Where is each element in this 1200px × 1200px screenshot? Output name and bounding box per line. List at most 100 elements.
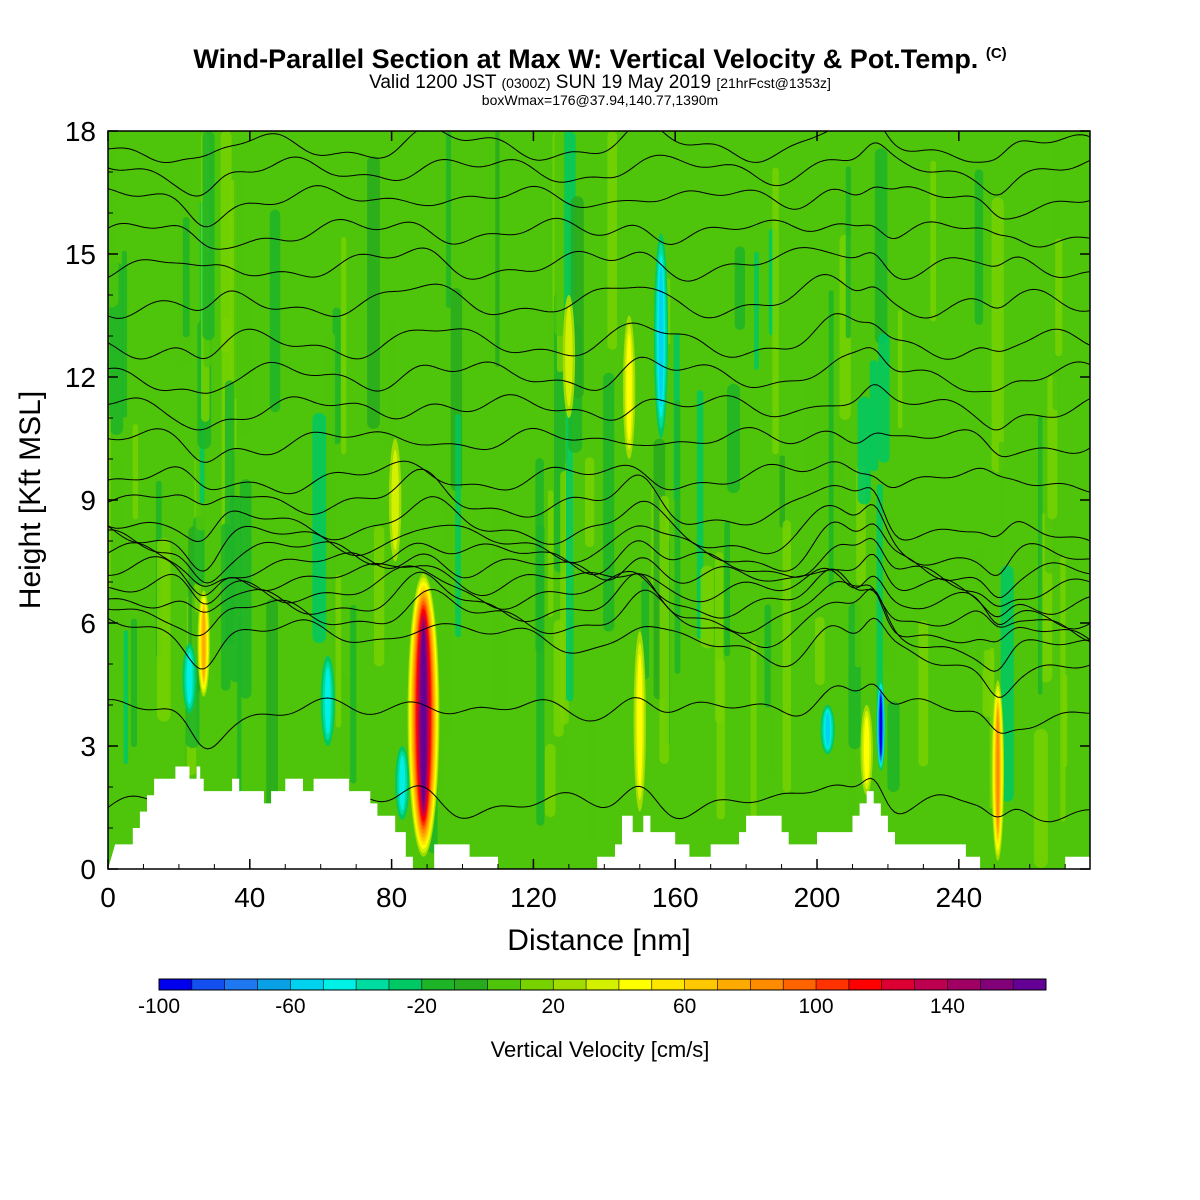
theta-contour xyxy=(108,426,1090,463)
velocity-streak xyxy=(991,197,1004,473)
velocity-streak xyxy=(239,479,252,699)
downdraft-core-ring xyxy=(879,697,883,754)
velocity-streak xyxy=(930,160,937,322)
velocity-streak xyxy=(341,236,347,455)
colorbar-swatch xyxy=(618,979,653,990)
velocity-streak xyxy=(782,520,792,793)
velocity-streak xyxy=(238,290,252,438)
colorbar-swatch xyxy=(454,979,489,990)
theta-contour xyxy=(108,142,1090,197)
colorbar-swatch xyxy=(159,979,193,990)
theta-contour xyxy=(108,313,1090,360)
theta-contour xyxy=(108,273,1090,319)
theta-contour xyxy=(108,529,1090,607)
colorbar xyxy=(158,978,1047,991)
theta-contour xyxy=(108,460,1090,495)
velocity-streak xyxy=(202,131,215,341)
velocity-streak xyxy=(754,251,759,370)
updraft-core-ring xyxy=(565,306,573,407)
velocity-streak xyxy=(326,332,336,545)
theta-contour xyxy=(108,247,1090,282)
velocity-streak xyxy=(492,506,506,714)
velocity-streak xyxy=(869,360,879,472)
velocity-streak xyxy=(229,496,242,683)
y-tick-label: 15 xyxy=(65,239,96,270)
velocity-streak xyxy=(584,457,595,548)
colorbar-tick-label: -100 xyxy=(138,995,180,1018)
velocity-streak xyxy=(130,618,137,747)
velocity-streak xyxy=(547,490,554,617)
velocity-streak xyxy=(814,616,825,686)
velocity-streak xyxy=(607,131,618,350)
velocity-streak xyxy=(828,290,834,587)
velocity-streak xyxy=(108,456,122,663)
velocity-streak xyxy=(1062,674,1068,767)
velocity-streak xyxy=(887,701,900,792)
velocity-streak xyxy=(544,744,556,818)
theta-contour xyxy=(108,384,1090,431)
velocity-streak xyxy=(553,619,564,737)
copyright-mark: (C) xyxy=(985,45,1007,62)
x-tick-label: 80 xyxy=(376,882,407,913)
colorbar-swatch xyxy=(356,979,390,990)
velocity-streak xyxy=(764,604,772,708)
velocity-streak xyxy=(121,250,127,418)
velocity-streak xyxy=(1033,728,1048,868)
downdraft-core-ring xyxy=(825,712,831,747)
colorbar-tick-label: -60 xyxy=(275,995,305,1018)
velocity-streak xyxy=(1037,416,1043,695)
y-tick-label: 9 xyxy=(80,485,96,516)
colorbar-swatch xyxy=(947,979,981,990)
theta-contour xyxy=(108,542,1090,618)
velocity-streak xyxy=(367,156,380,429)
y-axis: 0 3 6 9 12 15 18 xyxy=(65,116,1090,885)
theta-contour xyxy=(108,217,1090,250)
colorbar-tick-label: -20 xyxy=(407,995,437,1018)
theta-contour xyxy=(108,588,1090,672)
velocity-streak xyxy=(373,526,385,667)
colorbar-label: Vertical Velocity [cm/s] xyxy=(491,1037,710,1062)
velocity-streak xyxy=(715,551,724,723)
velocity-streak xyxy=(878,333,890,463)
colorbar-swatch xyxy=(816,979,850,990)
velocity-streak xyxy=(221,523,231,691)
x-tick-label: 160 xyxy=(652,882,699,913)
colorbar-swatch xyxy=(421,979,456,990)
theta-contour xyxy=(108,521,1090,599)
terrain xyxy=(108,766,1090,869)
velocity-streak xyxy=(312,412,327,644)
velocity-streak xyxy=(750,640,757,826)
velocity-streak xyxy=(446,131,451,308)
x-axis-label: Distance [nm] xyxy=(507,924,690,957)
chart-title: Wind-Parallel Section at Max W: Vertical… xyxy=(193,44,1007,74)
colorbar-swatch xyxy=(257,979,291,990)
velocity-streak xyxy=(603,372,615,632)
colorbar-swatch xyxy=(520,979,554,990)
theta-contour xyxy=(108,683,1090,750)
velocity-streak xyxy=(536,524,545,826)
colorbar-swatch xyxy=(717,979,751,990)
x-tick-label: 240 xyxy=(935,882,982,913)
colorbar-swatch xyxy=(388,979,423,990)
velocity-streak xyxy=(779,455,785,528)
velocity-streak xyxy=(659,495,670,764)
theta-contour xyxy=(108,185,1090,228)
colorbar-swatch xyxy=(224,979,259,990)
terrain-profile xyxy=(108,766,1090,869)
velocity-streak xyxy=(438,578,445,809)
y-tick-label: 6 xyxy=(80,608,96,639)
x-tick-label: 120 xyxy=(510,882,557,913)
colorbar-swatch xyxy=(980,979,1014,990)
y-tick-label: 12 xyxy=(65,362,96,393)
velocity-streak xyxy=(998,441,1005,565)
updraft-core-ring xyxy=(202,608,206,679)
velocity-streak xyxy=(589,708,598,840)
theta-contour xyxy=(108,468,1090,542)
x-tick-label: 200 xyxy=(794,882,841,913)
colorbar-border xyxy=(158,978,1047,991)
colorbar-swatch xyxy=(750,979,784,990)
colorbar-swatch xyxy=(1013,979,1047,990)
theta-contour xyxy=(108,617,1090,698)
velocity-streak xyxy=(350,604,357,784)
chart-boxwmax: boxWmax=176@37.94,140.77,1390m xyxy=(481,92,719,108)
